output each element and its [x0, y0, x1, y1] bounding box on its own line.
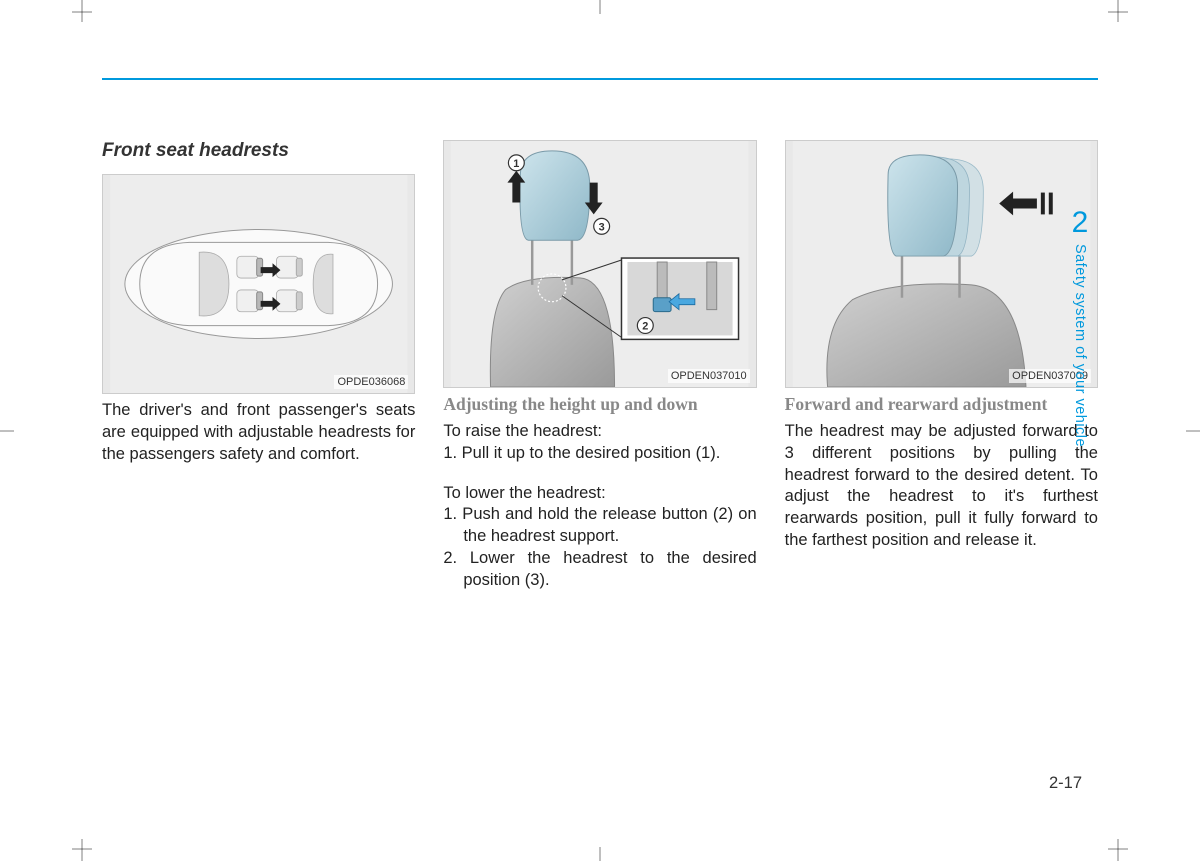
content-columns: Front seat headrests: [102, 140, 1098, 591]
col2-subheading: Adjusting the height up and down: [443, 394, 756, 415]
raise-intro: To raise the headrest:: [443, 421, 756, 443]
raise-step-1: 1. Pull it up to the desired position (1…: [443, 443, 756, 465]
svg-text:1: 1: [514, 158, 520, 170]
col3-subheading: Forward and rearward adjustment: [785, 394, 1098, 415]
lower-step-1: 1. Push and hold the release button (2) …: [443, 504, 756, 548]
chapter-title: Safety system of your vehicle: [1072, 244, 1088, 447]
lower-step-2: 2. Lower the headrest to the desired pos…: [443, 548, 756, 592]
section-title: Front seat headrests: [102, 140, 415, 162]
column-2: 1 3 2 OPDEN037010 Adjustin: [443, 140, 756, 591]
figure-label-2: OPDEN037010: [668, 369, 750, 383]
figure-headrest-height: 1 3 2 OPDEN037010: [443, 140, 756, 388]
page-number: 2-17: [1049, 774, 1082, 793]
figure-label-1: OPDE036068: [334, 375, 408, 389]
chapter-tab: 2 Safety system of your vehicle: [1064, 206, 1096, 447]
chapter-number: 2: [1072, 206, 1089, 240]
col3-body: The headrest may be adjusted forward to …: [785, 421, 1098, 552]
top-divider: [102, 78, 1098, 80]
column-1: Front seat headrests: [102, 140, 415, 591]
lower-intro: To lower the headrest:: [443, 483, 756, 505]
column-3: OPDEN037009 Forward and rearward adjustm…: [785, 140, 1098, 591]
svg-text:2: 2: [643, 320, 649, 332]
col1-body: The driver's and front passenger's seats…: [102, 400, 415, 465]
figure-car-topview: OPDE036068: [102, 174, 415, 394]
svg-text:3: 3: [599, 221, 605, 233]
figure-headrest-forward: OPDEN037009: [785, 140, 1098, 388]
